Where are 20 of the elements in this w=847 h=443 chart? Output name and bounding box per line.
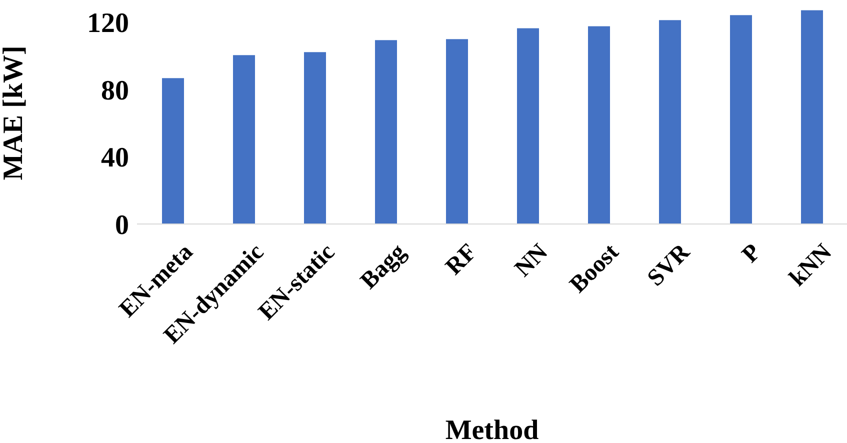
x-tick-label: SVR — [642, 238, 696, 292]
bar — [375, 40, 397, 224]
y-tick-label: 40 — [101, 142, 129, 174]
bar — [446, 39, 468, 224]
bar — [588, 26, 610, 224]
x-axis-title: Method — [445, 415, 540, 443]
y-tick-label: 80 — [101, 75, 129, 106]
bar — [233, 55, 255, 224]
bar — [801, 10, 823, 224]
x-tick-label: NN — [510, 238, 554, 282]
y-axis-title: MAE [kW] — [0, 46, 29, 180]
bar — [304, 52, 326, 224]
bar — [730, 15, 752, 224]
y-tick-label: 0 — [115, 210, 129, 241]
x-tick-label: RF — [441, 239, 482, 280]
bar — [517, 28, 539, 224]
y-tick-label: 120 — [87, 8, 129, 40]
bar — [659, 20, 681, 224]
bar — [162, 78, 184, 224]
x-tick-label: P — [737, 239, 766, 268]
